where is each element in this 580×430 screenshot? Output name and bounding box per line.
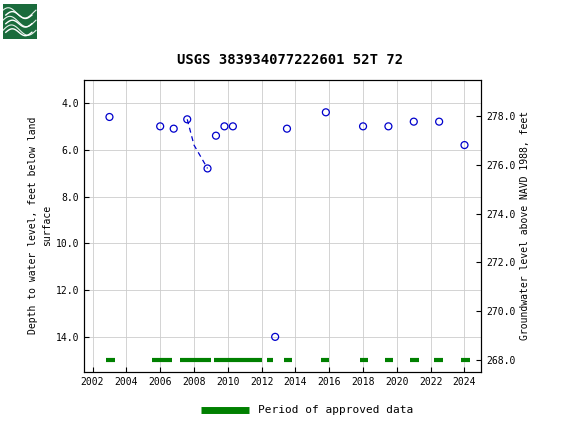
Point [270, 333, 280, 340]
Point [183, 116, 192, 123]
Point [211, 132, 220, 139]
Y-axis label: Depth to water level, feet below land
surface: Depth to water level, feet below land su… [28, 117, 52, 335]
Point [384, 123, 393, 130]
Point [409, 118, 418, 125]
Point [282, 125, 292, 132]
Point [155, 123, 165, 130]
Text: USGS 383934077222601 52T 72: USGS 383934077222601 52T 72 [177, 52, 403, 67]
Point [203, 165, 212, 172]
Y-axis label: Groundwater level above NAVD 1988, feet: Groundwater level above NAVD 1988, feet [520, 111, 530, 340]
Point [229, 123, 238, 130]
Text: Period of approved data: Period of approved data [258, 405, 413, 415]
Point [105, 114, 114, 120]
Point [434, 118, 444, 125]
Point [460, 141, 469, 148]
FancyBboxPatch shape [3, 4, 37, 39]
Text: USGS: USGS [41, 12, 96, 31]
Point [169, 125, 178, 132]
Point [220, 123, 229, 130]
Point [358, 123, 368, 130]
Point [321, 109, 331, 116]
